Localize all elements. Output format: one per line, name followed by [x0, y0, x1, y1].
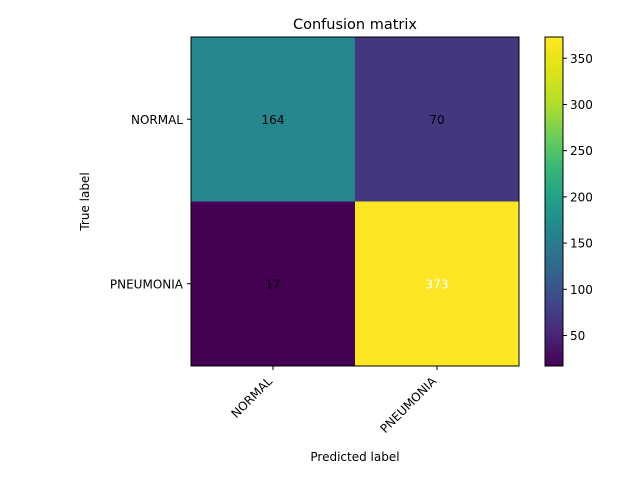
- heatmap-cells: [191, 37, 519, 366]
- heatmap-cell: [191, 201, 355, 366]
- y-tick-label: NORMAL: [131, 113, 183, 127]
- cell-value-label: 373: [426, 277, 449, 291]
- heatmap-cell: [191, 37, 355, 202]
- y-tick-label: PNEUMONIA: [110, 277, 184, 291]
- colorbar-ticks: 50 100 150 200 250 300 350: [563, 52, 593, 343]
- cell-value-label: 70: [429, 113, 444, 127]
- x-axis-ticks: NORMAL PNEUMONIA: [228, 366, 440, 436]
- heatmap-cell: [355, 37, 519, 202]
- heatmap-cell: [355, 201, 519, 366]
- colorbar-tick-label: 300: [570, 98, 593, 112]
- colorbar: [544, 36, 564, 367]
- x-axis-label: Predicted label: [310, 450, 399, 464]
- heatmap-cell-labels: 164 70 17 373: [262, 113, 449, 292]
- colorbar-tick-label: 50: [570, 329, 585, 343]
- x-tick-label: PNEUMONIA: [378, 374, 440, 436]
- chart-title: Confusion matrix: [293, 17, 417, 33]
- cell-value-label: 17: [265, 277, 280, 291]
- y-axis-label: True label: [78, 172, 92, 231]
- colorbar-tick-label: 200: [570, 190, 593, 204]
- x-tick-label: NORMAL: [228, 374, 275, 421]
- y-axis-ticks: NORMAL PNEUMONIA: [110, 113, 191, 291]
- colorbar-tick-label: 100: [570, 283, 593, 297]
- colorbar-tick-label: 250: [570, 144, 593, 158]
- colorbar-tick-label: 150: [570, 237, 593, 251]
- colorbar-tick-label: 350: [570, 52, 593, 66]
- plot-frame: [190, 36, 520, 367]
- cell-value-label: 164: [262, 113, 285, 127]
